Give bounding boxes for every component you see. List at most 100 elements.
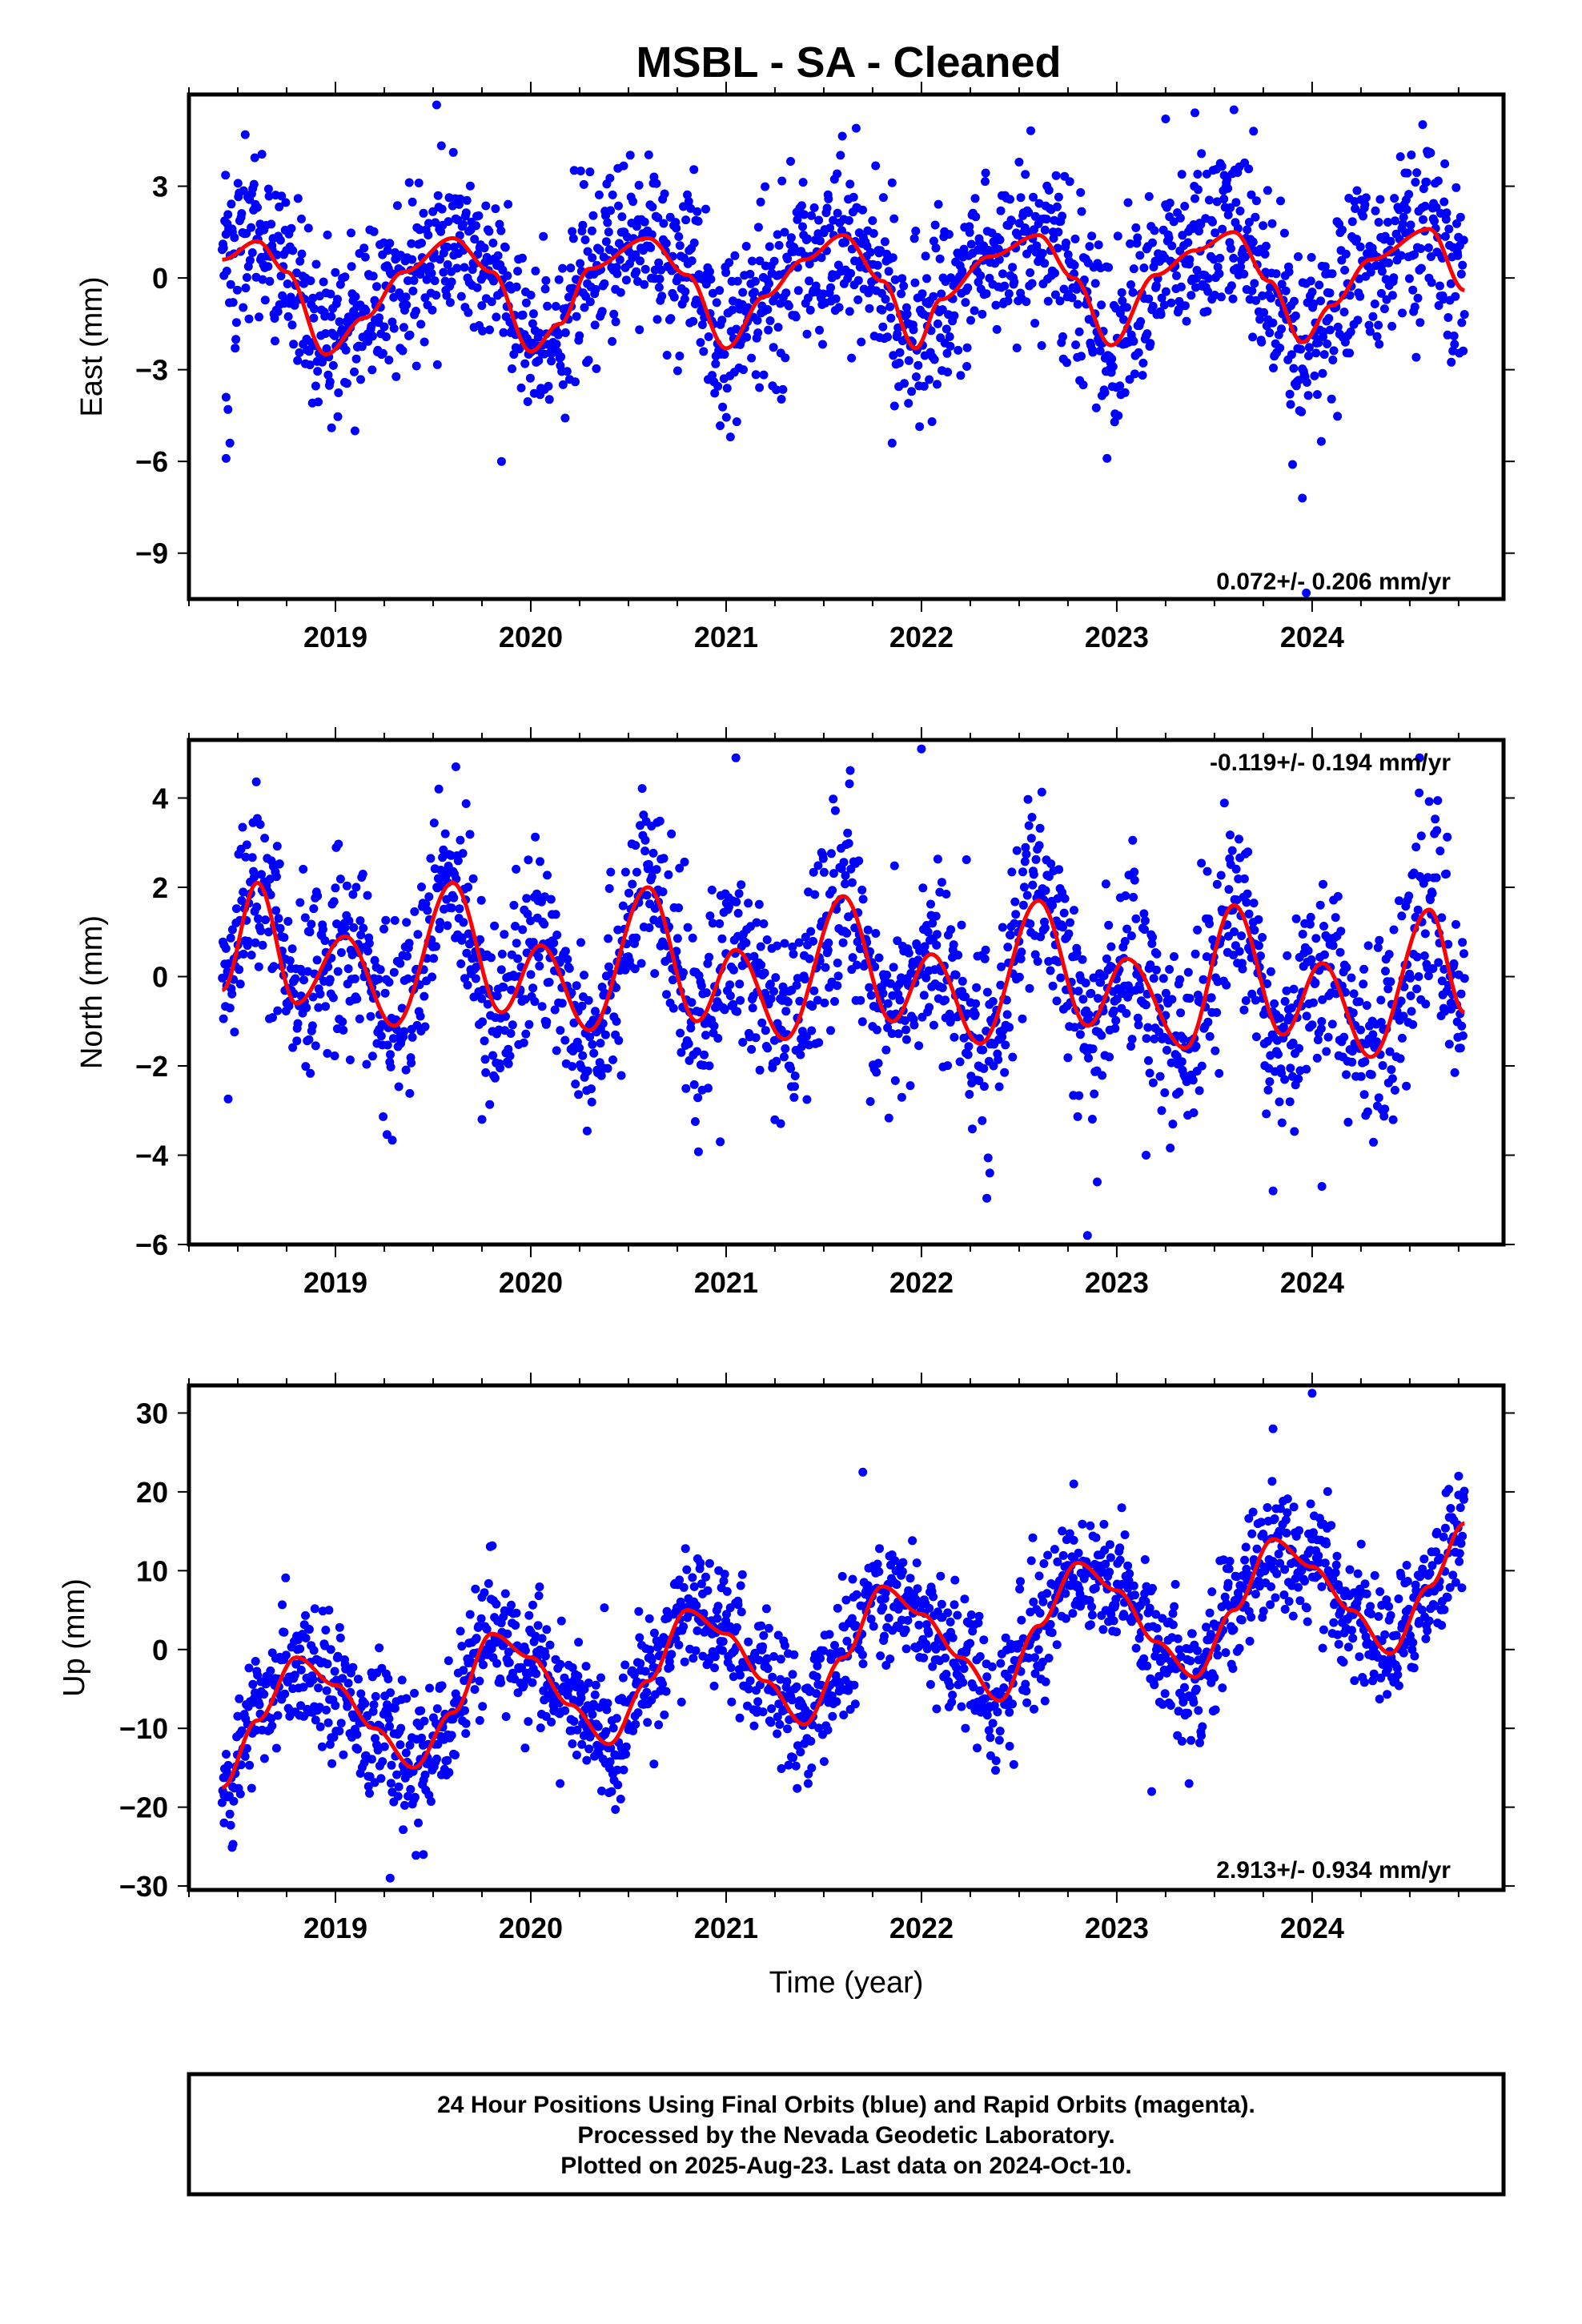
up-point <box>222 1750 231 1759</box>
east-point <box>793 286 803 296</box>
east-point <box>1276 196 1285 206</box>
up-point <box>512 1608 521 1618</box>
east-point <box>1191 283 1200 292</box>
east-point <box>1379 304 1389 314</box>
up-point <box>534 1591 544 1601</box>
north-point <box>334 839 343 849</box>
north-point <box>701 988 711 998</box>
north-point <box>1384 950 1394 959</box>
east-point <box>1251 196 1261 206</box>
north-point <box>1088 1044 1098 1054</box>
north-point <box>882 971 892 979</box>
east-point <box>1114 411 1123 420</box>
east-point <box>448 201 457 211</box>
east-point <box>1088 348 1098 357</box>
up-point <box>310 1604 319 1614</box>
east-point <box>738 287 748 297</box>
east-point <box>616 287 625 297</box>
east-point <box>600 279 609 288</box>
north-point <box>359 923 368 933</box>
north-point <box>963 1050 973 1059</box>
east-point <box>402 300 412 310</box>
up-point <box>371 1691 380 1701</box>
up-point <box>524 1610 534 1620</box>
east-point <box>1026 268 1035 277</box>
up-point <box>796 1747 805 1757</box>
north-point <box>833 959 842 967</box>
east-point <box>772 385 781 395</box>
east-point <box>966 316 975 325</box>
north-point <box>447 903 456 913</box>
north-point <box>279 933 289 943</box>
east-point <box>1285 389 1295 399</box>
east-point <box>750 276 760 286</box>
east-point <box>1370 300 1379 308</box>
east-point <box>1129 336 1138 346</box>
north-point <box>1362 1001 1371 1010</box>
east-point <box>1251 212 1260 222</box>
east-point <box>1306 276 1315 286</box>
east-point <box>881 295 890 304</box>
east-x-tick-label: 2024 <box>1280 621 1344 653</box>
east-point <box>405 330 415 340</box>
north-point <box>366 1011 375 1021</box>
north-y-tick-label: −4 <box>135 1139 168 1172</box>
east-point <box>978 309 987 319</box>
east-point <box>432 100 441 110</box>
north-point <box>1231 864 1241 874</box>
north-point <box>1432 826 1442 835</box>
north-y-tick-label: −2 <box>135 1050 168 1083</box>
north-point <box>1023 794 1033 804</box>
east-point <box>1259 308 1269 317</box>
east-point <box>1087 231 1097 241</box>
north-point <box>1412 984 1422 994</box>
north-point <box>1363 941 1373 951</box>
east-point <box>416 320 426 329</box>
east-point <box>836 151 845 160</box>
east-point <box>1297 407 1307 416</box>
north-point <box>509 900 519 910</box>
east-point <box>1139 263 1149 272</box>
east-point <box>1411 178 1420 187</box>
east-point-outlier <box>221 392 231 402</box>
east-point <box>603 218 612 227</box>
east-point <box>595 245 604 255</box>
east-point <box>579 179 588 189</box>
up-point <box>573 1671 583 1681</box>
east-point <box>287 223 296 233</box>
north-point <box>1131 914 1141 923</box>
north-point <box>926 899 935 909</box>
north-point <box>1127 1035 1137 1044</box>
north-point <box>843 828 853 838</box>
east-point <box>231 335 241 344</box>
north-point <box>1219 798 1229 808</box>
north-point <box>713 1034 723 1043</box>
east-point <box>1441 215 1451 224</box>
east-point <box>448 147 458 157</box>
north-point <box>964 1042 974 1051</box>
north-point <box>809 936 818 946</box>
east-point <box>732 417 741 427</box>
east-point <box>720 350 729 359</box>
east-point <box>412 361 421 371</box>
up-point <box>271 1743 281 1753</box>
east-point <box>615 255 624 264</box>
north-point <box>1280 996 1290 1006</box>
east-point <box>680 294 689 304</box>
east-point <box>981 177 990 187</box>
up-point <box>812 1672 821 1682</box>
north-point <box>421 899 431 908</box>
east-point <box>1196 219 1206 229</box>
east-point <box>562 367 572 376</box>
north-point <box>820 998 829 1007</box>
north-point <box>893 1029 903 1039</box>
east-point <box>1404 274 1414 283</box>
east-point <box>722 384 732 393</box>
east-point <box>528 309 538 319</box>
north-point <box>1157 1106 1166 1116</box>
up-point <box>472 1634 481 1643</box>
east-point <box>470 235 480 244</box>
east-point <box>1384 258 1393 267</box>
east-point <box>544 381 553 391</box>
up-point <box>235 1694 244 1703</box>
